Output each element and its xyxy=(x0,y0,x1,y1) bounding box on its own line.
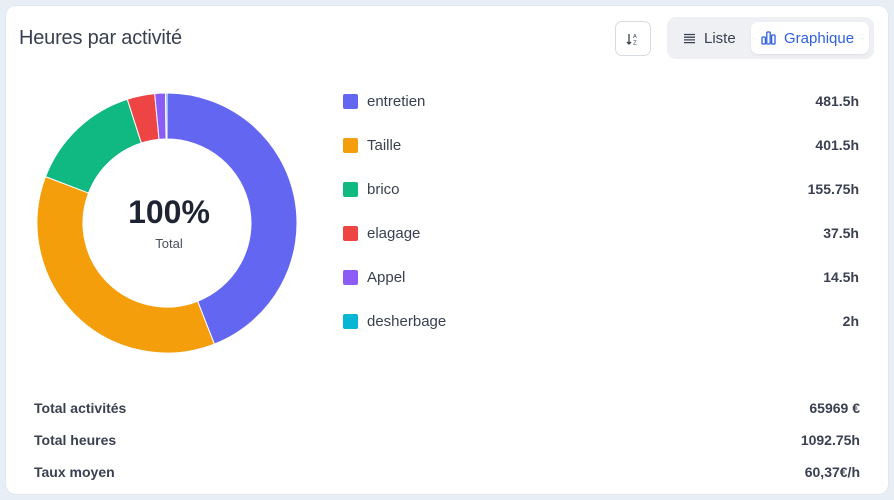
donut-chart xyxy=(36,92,298,354)
summary-label: Taux moyen xyxy=(34,464,115,480)
legend-swatch xyxy=(343,269,358,285)
summary-row: Taux moyen 60,37€/h xyxy=(34,456,860,488)
legend-value: 155.75h xyxy=(807,181,859,197)
legend-item-taille[interactable]: Taille 401.5h xyxy=(343,123,859,167)
legend-swatch xyxy=(343,181,358,197)
legend-item-entretien[interactable]: entretien 481.5h xyxy=(343,79,859,123)
legend-value: 401.5h xyxy=(815,137,859,153)
card-title: Heures par activité xyxy=(19,27,182,49)
legend-item-desherbage[interactable]: desherbage 2h xyxy=(343,299,859,343)
legend-label: Taille xyxy=(367,136,402,154)
list-view-label: Liste xyxy=(704,29,736,47)
legend-label: entretien xyxy=(367,92,426,110)
summary-label: Total activités xyxy=(34,400,127,416)
donut-center-value: 100% xyxy=(128,194,210,230)
list-view-button[interactable]: Liste xyxy=(673,22,753,54)
donut-slice-taille[interactable] xyxy=(36,175,216,354)
donut-slice-brico[interactable] xyxy=(44,98,142,194)
donut-slice-desherbage[interactable] xyxy=(164,92,168,140)
summary-row: Total heures 1092.75h xyxy=(34,424,860,456)
summary-value: 60,37€/h xyxy=(804,464,860,480)
legend-item-brico[interactable]: brico 155.75h xyxy=(343,167,859,211)
sort-az-icon: A Z xyxy=(626,33,637,46)
svg-text:A: A xyxy=(633,34,637,40)
donut-slice-entretien[interactable] xyxy=(166,92,298,345)
donut-center-label: Total xyxy=(155,236,183,251)
hours-by-activity-card: Heures par activité A Z Liste Graphique … xyxy=(6,6,888,494)
legend-label: Appel xyxy=(367,268,406,286)
svg-text:Z: Z xyxy=(633,40,637,46)
legend-value: 37.5h xyxy=(823,225,859,241)
legend-label: desherbage xyxy=(367,312,447,330)
legend-item-appel[interactable]: Appel 14.5h xyxy=(343,255,859,299)
legend-swatch xyxy=(343,93,358,109)
legend-label: elagage xyxy=(367,224,421,242)
legend-value: 481.5h xyxy=(815,93,859,109)
summary-value: 65969 € xyxy=(809,400,860,416)
bar-chart-icon xyxy=(761,31,776,45)
summary-table: Total activités 65969 € Total heures 1092.7… xyxy=(34,392,860,488)
legend-swatch xyxy=(343,225,358,241)
chart-view-label: Graphique xyxy=(784,29,855,47)
sort-button[interactable]: A Z xyxy=(615,21,651,56)
view-toggle: Liste Graphique xyxy=(667,17,874,59)
legend-label: brico xyxy=(367,180,400,198)
summary-row: Total activités 65969 € xyxy=(34,392,860,424)
list-icon xyxy=(684,33,695,43)
legend-item-elagage[interactable]: elagage 37.5h xyxy=(343,211,859,255)
legend-value: 2h xyxy=(842,313,859,329)
summary-value: 1092.75h xyxy=(800,432,860,448)
chart-view-button[interactable]: Graphique xyxy=(751,22,869,54)
chart-legend: entretien 481.5h Taille 401.5h brico 155.75h e… xyxy=(343,79,859,343)
legend-swatch xyxy=(343,313,358,329)
summary-label: Total heures xyxy=(34,432,117,448)
legend-value: 14.5h xyxy=(823,269,859,285)
legend-swatch xyxy=(343,137,358,153)
